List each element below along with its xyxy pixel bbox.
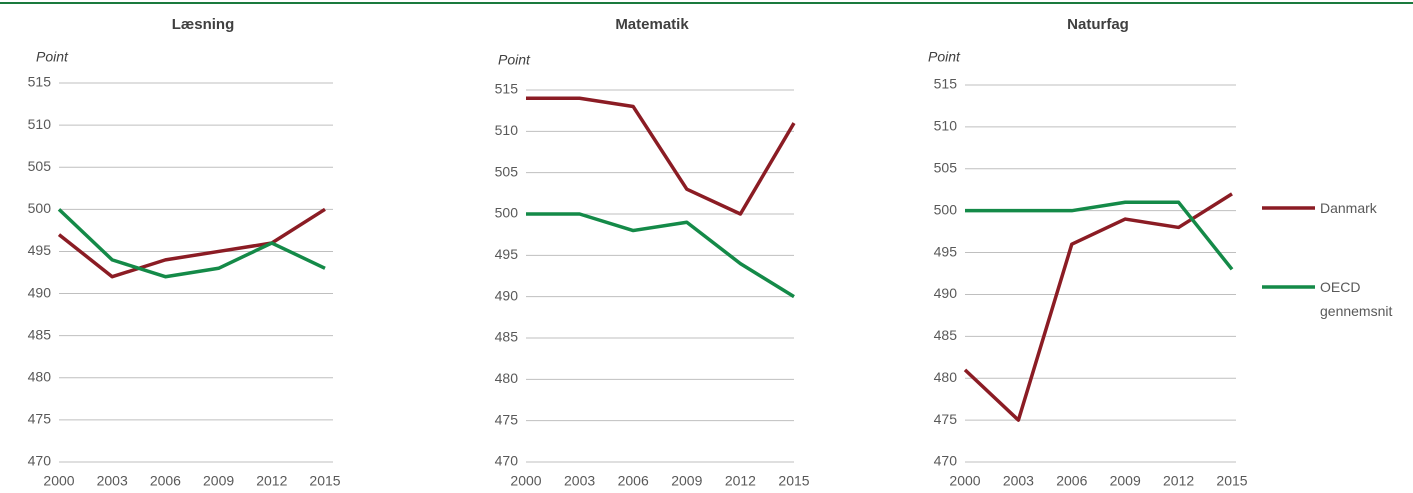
x-tick-label: 2003 xyxy=(1003,473,1034,489)
chart-title: Læsning xyxy=(172,16,235,33)
y-tick-label: 515 xyxy=(28,74,52,90)
y-tick-label: 475 xyxy=(495,411,519,427)
x-tick-label: 2009 xyxy=(1110,473,1141,489)
series-line xyxy=(526,212,795,299)
y-tick-label: 470 xyxy=(28,453,52,469)
x-tick-label: 2009 xyxy=(671,473,702,489)
y-tick-label: 480 xyxy=(28,368,52,384)
chart-title: Naturfag xyxy=(1067,16,1129,33)
y-axis-label: Point xyxy=(36,49,69,65)
x-tick-label: 2000 xyxy=(949,473,980,489)
y-tick-label: 480 xyxy=(934,369,958,385)
y-tick-label: 490 xyxy=(28,284,52,300)
y-tick-label: 490 xyxy=(934,285,958,301)
y-tick-label: 475 xyxy=(934,411,958,427)
legend-label: OECD gennemsnit xyxy=(1320,279,1393,319)
y-tick-label: 500 xyxy=(495,205,519,221)
y-tick-label: 475 xyxy=(28,411,52,427)
chart-title: Matematik xyxy=(615,16,689,33)
series-line xyxy=(57,208,326,279)
y-axis-label: Point xyxy=(498,52,531,68)
y-tick-label: 510 xyxy=(495,122,519,138)
y-tick-label: 480 xyxy=(495,370,519,386)
x-tick-label: 2015 xyxy=(1216,473,1247,489)
x-tick-label: 2003 xyxy=(564,473,595,489)
x-tick-label: 2006 xyxy=(618,473,649,489)
x-tick-label: 2009 xyxy=(203,473,234,489)
y-tick-label: 510 xyxy=(28,116,52,132)
y-axis-label: Point xyxy=(928,49,961,65)
y-tick-label: 505 xyxy=(495,163,519,179)
x-tick-label: 2006 xyxy=(1056,473,1087,489)
series-line xyxy=(963,192,1233,422)
y-tick-label: 500 xyxy=(28,200,52,216)
y-tick-label: 505 xyxy=(28,158,52,174)
y-tick-label: 515 xyxy=(934,76,958,92)
y-tick-label: 470 xyxy=(934,453,958,469)
x-tick-label: 2012 xyxy=(1163,473,1194,489)
legend-label: Danmark xyxy=(1320,200,1377,216)
series-line xyxy=(526,96,796,216)
x-tick-label: 2015 xyxy=(309,473,340,489)
y-tick-label: 515 xyxy=(495,81,519,97)
y-tick-label: 495 xyxy=(934,243,958,259)
y-tick-label: 510 xyxy=(934,118,958,134)
x-tick-label: 2012 xyxy=(725,473,756,489)
x-tick-label: 2000 xyxy=(43,473,74,489)
x-tick-label: 2003 xyxy=(97,473,128,489)
y-tick-label: 470 xyxy=(495,453,519,469)
x-tick-label: 2006 xyxy=(150,473,181,489)
y-tick-label: 505 xyxy=(934,159,958,175)
x-tick-label: 2015 xyxy=(778,473,809,489)
x-tick-label: 2000 xyxy=(510,473,541,489)
y-tick-label: 485 xyxy=(495,329,519,345)
series-line xyxy=(57,207,326,279)
y-tick-label: 485 xyxy=(934,327,958,343)
y-tick-label: 490 xyxy=(495,287,519,303)
y-tick-label: 500 xyxy=(934,201,958,217)
y-tick-label: 495 xyxy=(28,242,52,258)
x-tick-label: 2012 xyxy=(256,473,287,489)
series-line xyxy=(965,200,1234,271)
y-tick-label: 485 xyxy=(28,326,52,342)
y-tick-label: 495 xyxy=(495,246,519,262)
